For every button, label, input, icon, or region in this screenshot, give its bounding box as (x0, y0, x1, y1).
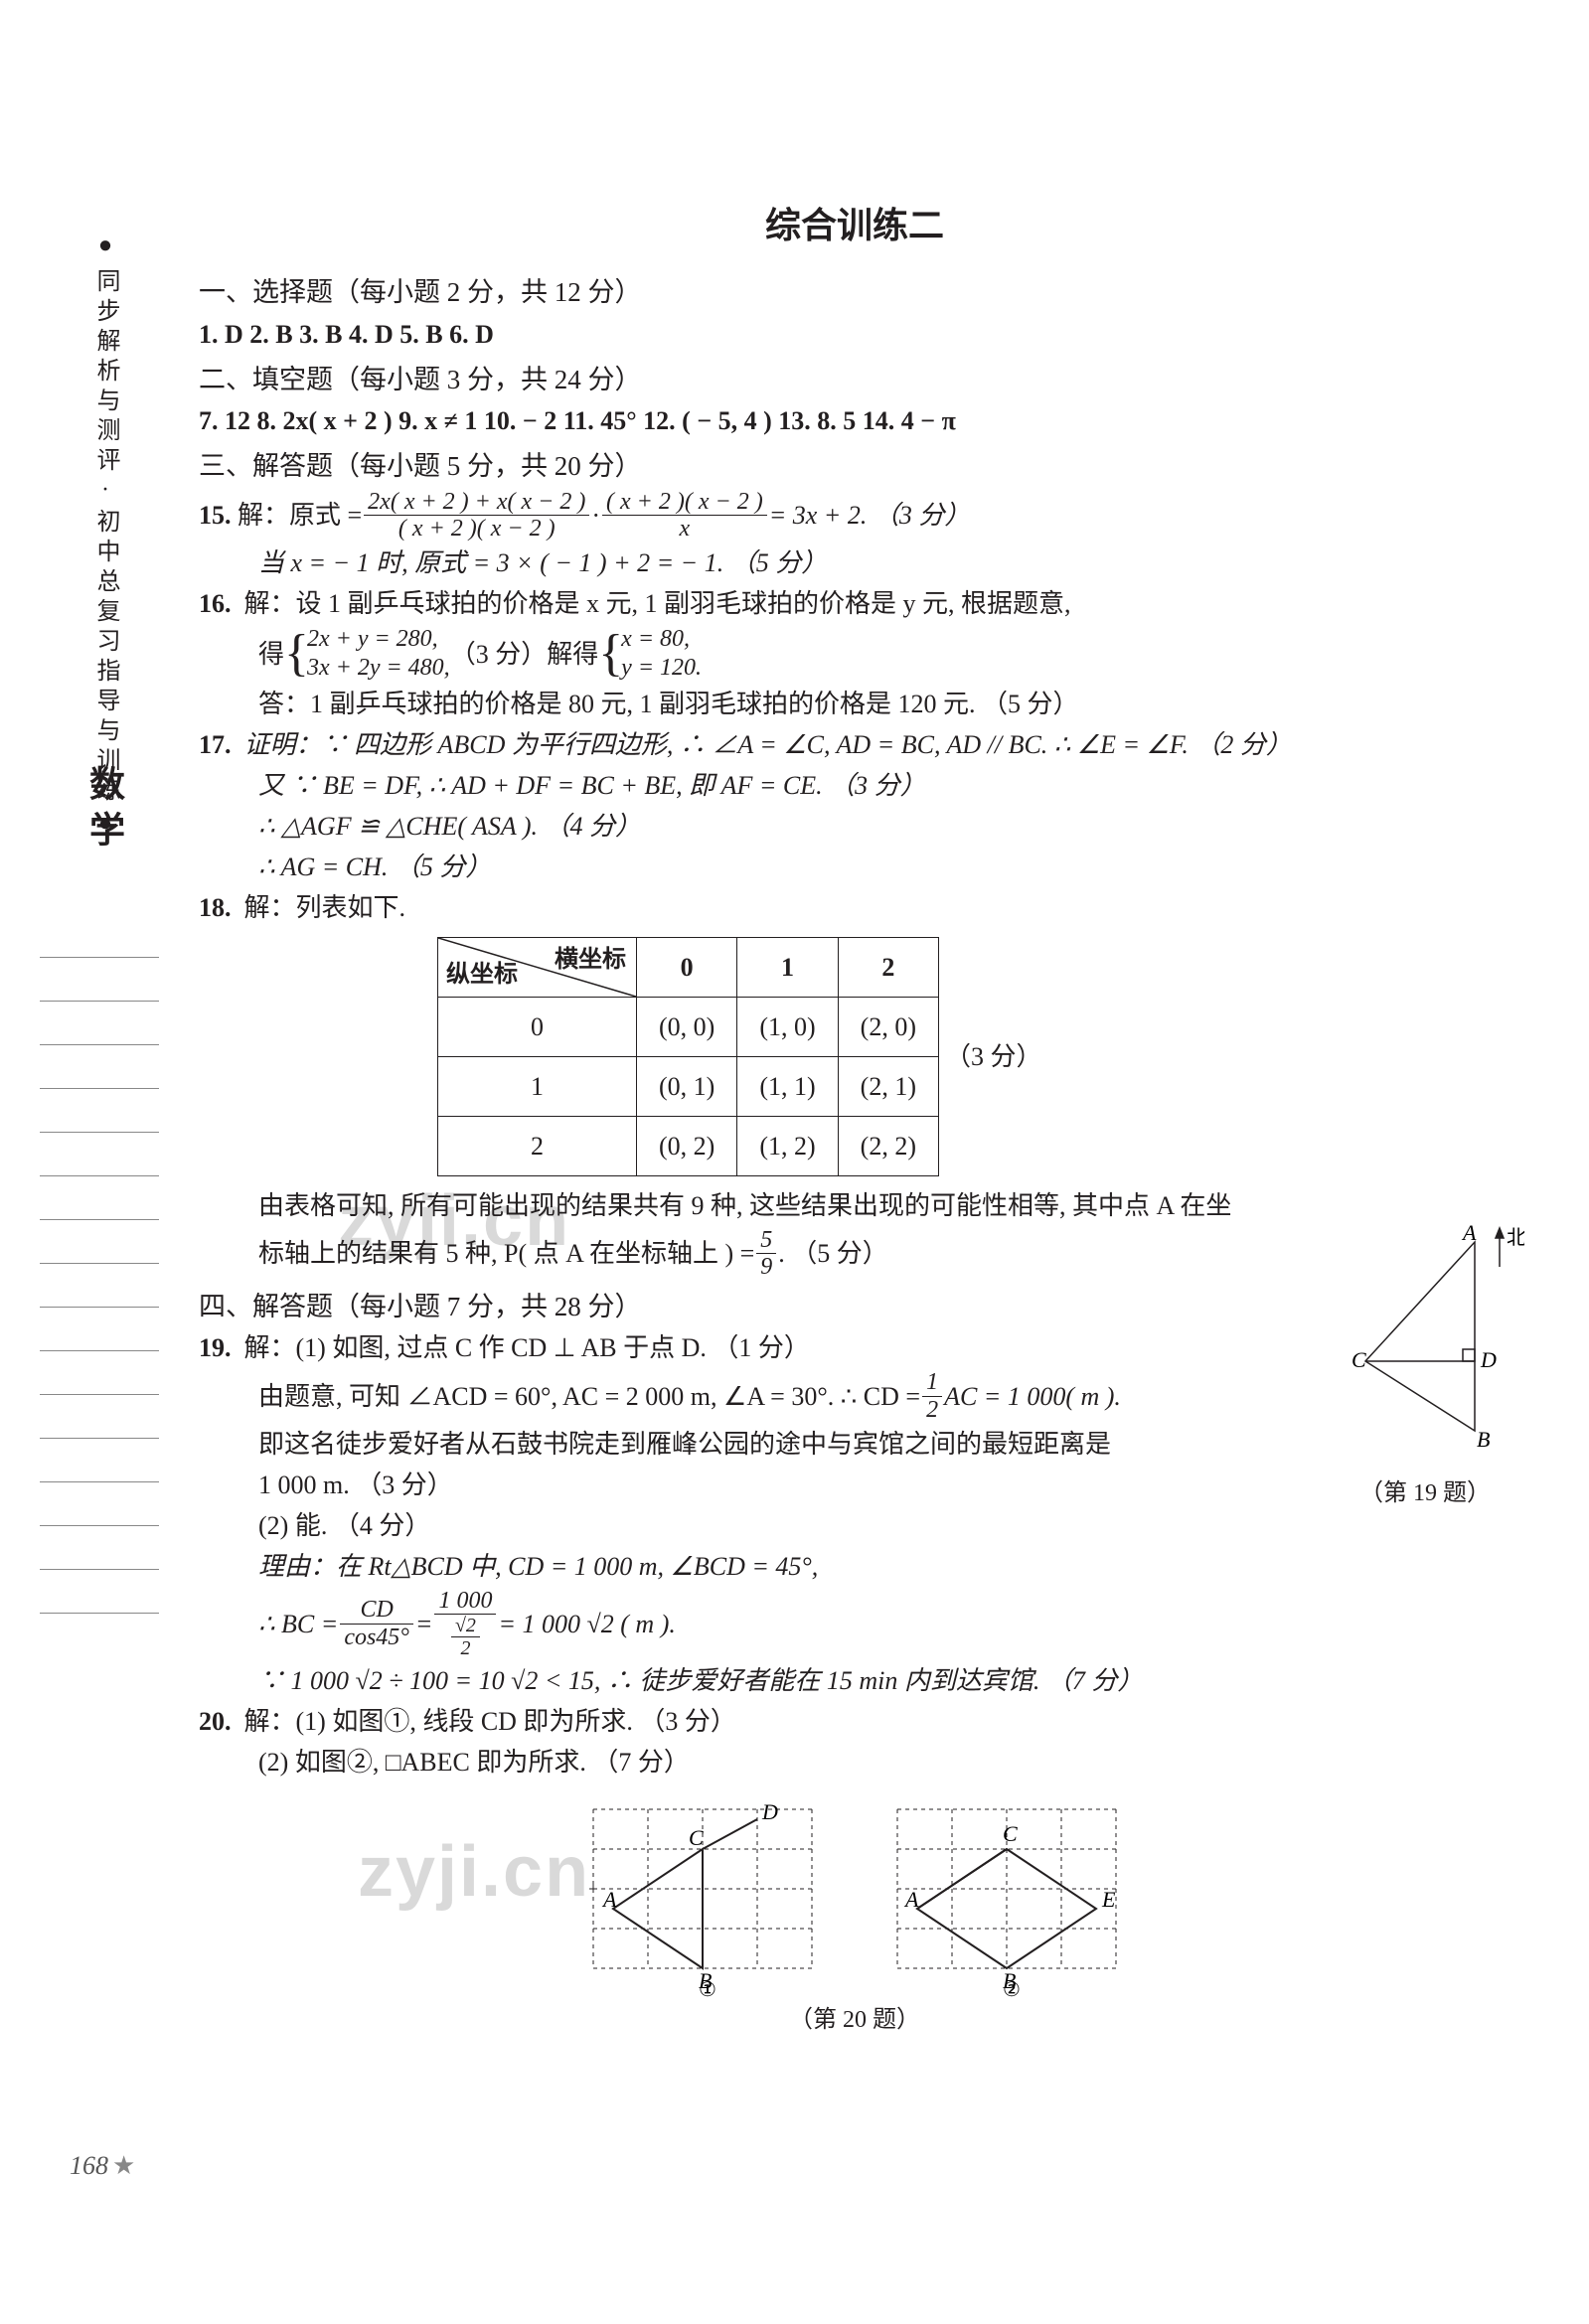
q19-line4: (2) 能. （4 分） (199, 1506, 1510, 1545)
q18-table: 横坐标 纵坐标 0 1 2 0 (0, 0) (1, 0) (2, 0) 1 (… (437, 937, 939, 1176)
q19-line2: 由题意, 可知 ∠ACD = 60°, AC = 2 000 m, ∠A = 3… (199, 1369, 1510, 1423)
page-star-icon: ★ (112, 2151, 135, 2180)
figure-19-caption: （第 19 题） (1321, 1475, 1529, 1511)
q19-bc-frac1: CD cos45° (340, 1597, 413, 1650)
svg-text:B: B (1477, 1427, 1490, 1452)
q17-line4: ∴ AG = CH. （5 分） (199, 848, 1510, 886)
q15-frac1: 2x( x + 2 ) + x( x − 2 ) ( x + 2 )( x − … (364, 489, 589, 542)
brace-icon: { (284, 631, 309, 678)
section-3-head: 三、解答题（每小题 5 分，共 20 分） (199, 446, 1510, 487)
q15-line2: 当 x = − 1 时, 原式 = 3 × ( − 1 ) + 2 = − 1.… (199, 543, 1510, 582)
q20-number: 20. (199, 1707, 232, 1736)
side-book-title: ●同步解析与测评·初中总复习指导与训练● (87, 229, 123, 847)
svg-text:D: D (761, 1799, 778, 1824)
table-score: （3 分） (945, 1037, 1042, 1076)
page-title: 综合训练二 (457, 199, 1252, 252)
figure-19-svg: A 北 C D B (1326, 1222, 1524, 1461)
col-0: 0 (637, 937, 737, 997)
q16-system2: x = 80, y = 120. (621, 625, 702, 683)
q16-line2: 得 { 2x + y = 280, 3x + 2y = 480, （3 分）解得… (199, 625, 1510, 683)
svg-text:A: A (903, 1887, 919, 1912)
q17-number: 17. (199, 730, 232, 759)
col-1: 1 (737, 937, 838, 997)
section-1-answers: 1. D 2. B 3. B 4. D 5. B 6. D (199, 315, 1510, 354)
figure-20: A B C D ① A B C E ② (199, 1789, 1510, 2038)
side-title-text: 同步解析与测评·初中总复习指导与训练 (92, 268, 118, 807)
q15-dot: · (591, 496, 600, 535)
q18-line2b: 标轴上的结果有 5 种, P( 点 A 在坐标轴上 ) = 5 9 . （5 分… (199, 1227, 1510, 1281)
svg-text:A: A (1461, 1222, 1477, 1245)
svg-text:A: A (601, 1887, 617, 1912)
q18-line1: 18. 解：列表如下. (199, 888, 1510, 927)
section-2-answers: 7. 12 8. 2x( x + 2 ) 9. x ≠ 1 10. − 2 11… (199, 401, 1510, 440)
q16-system1: 2x + y = 280, 3x + 2y = 480, (307, 625, 450, 683)
brace-icon-2: { (598, 631, 623, 678)
svg-text:北: 北 (1507, 1226, 1524, 1249)
svg-text:C: C (1003, 1821, 1018, 1846)
col-2: 2 (838, 937, 938, 997)
svg-text:E: E (1101, 1887, 1116, 1912)
q19-number: 19. (199, 1333, 232, 1362)
page-number-text: 168 (70, 2151, 108, 2180)
svg-text:②: ② (1003, 1979, 1021, 1998)
q17-line2: 又 ∵ BE = DF, ∴ AD + DF = BC + BE, 即 AF =… (199, 766, 1510, 805)
q15-post: = 3x + 2. （3 分） (769, 496, 971, 535)
figure-20-2: A B C E ② (877, 1789, 1136, 1998)
svg-text:①: ① (699, 1979, 716, 1998)
q18-line2a: 由表格可知, 所有可能出现的结果共有 9 种, 这些结果出现的可能性相等, 其中… (199, 1186, 1510, 1225)
table-row: 0 (0, 0) (1, 0) (2, 0) (438, 997, 939, 1056)
q20-line1: 20. 解：(1) 如图①, 线段 CD 即为所求. （3 分） (199, 1702, 1510, 1741)
mc-answers: 1. D 2. B 3. B 4. D 5. B 6. D (199, 320, 494, 349)
q17-line1: 17. 证明：∵ 四边形 ABCD 为平行四边形, ∴ ∠A = ∠C, AD … (199, 725, 1510, 764)
q19-line3b: 1 000 m. （3 分） (199, 1466, 1510, 1504)
q19-line7: ∵ 1 000 √2 ÷ 100 = 10 √2 < 15, ∴ 徒步爱好者能在… (199, 1661, 1510, 1700)
side-subject: 数学 (78, 765, 131, 856)
q15-frac2: ( x + 2 )( x − 2 ) x (602, 489, 767, 542)
q17-line3: ∴ △AGF ≌ △CHE( ASA ). （4 分） (199, 807, 1510, 846)
fill-answers: 7. 12 8. 2x( x + 2 ) 9. x ≠ 1 10. − 2 11… (199, 406, 956, 435)
page-number: 168★ (70, 2146, 135, 2185)
q19-half-frac: 1 2 (922, 1369, 942, 1423)
q19-line1: 19. 解：(1) 如图, 过点 C 作 CD ⊥ AB 于点 D. （1 分） (199, 1328, 1510, 1367)
svg-text:D: D (1480, 1347, 1497, 1372)
q15-line1: 15. 解：原式 = 2x( x + 2 ) + x( x − 2 ) ( x … (199, 489, 1510, 542)
diag-header: 横坐标 纵坐标 (438, 937, 637, 997)
q15-number: 15. (199, 496, 232, 535)
q16-line1: 16. 解：设 1 副乒乓球拍的价格是 x 元, 1 副羽毛球拍的价格是 y 元… (199, 584, 1510, 623)
svg-text:C: C (1351, 1347, 1366, 1372)
section-1-head: 一、选择题（每小题 2 分，共 12 分） (199, 272, 1510, 313)
svg-text:C: C (689, 1825, 704, 1850)
section-2-head: 二、填空题（每小题 3 分，共 24 分） (199, 360, 1510, 400)
q15-pre: 解：原式 = (238, 496, 362, 535)
figure-20-1: A B C D ① (573, 1789, 832, 1998)
q19-line3: 即这名徒步爱好者从石鼓书院走到雁峰公园的途中与宾馆之间的最短距离是 (199, 1425, 1510, 1464)
page-content: 综合训练二 一、选择题（每小题 2 分，共 12 分） 1. D 2. B 3.… (199, 199, 1510, 2038)
q16-line3: 答：1 副乒乓球拍的价格是 80 元, 1 副羽毛球拍的价格是 120 元. （… (199, 685, 1510, 723)
table-row: 1 (0, 1) (1, 1) (2, 1) (438, 1056, 939, 1116)
q18-number: 18. (199, 893, 232, 922)
q20-line2: (2) 如图②, □ABEC 即为所求. （7 分） (199, 1743, 1510, 1782)
q18-frac: 5 9 (756, 1227, 776, 1281)
q19-line6: ∴ BC = CD cos45° = 1 000 √2 2 = 1 000 √2… (199, 1588, 1510, 1659)
table-header-row: 横坐标 纵坐标 0 1 2 (438, 937, 939, 997)
table-row: 2 (0, 2) (1, 2) (2, 2) (438, 1116, 939, 1175)
q19-line5: 理由：在 Rt△BCD 中, CD = 1 000 m, ∠BCD = 45°, (199, 1547, 1510, 1586)
q16-number: 16. (199, 589, 232, 618)
margin-rules (40, 914, 159, 1614)
figure-20-caption: （第 20 题） (199, 2002, 1510, 2038)
q19-bc-frac2: 1 000 √2 2 (434, 1588, 496, 1659)
figure-19: A 北 C D B （第 19 题） (1321, 1222, 1529, 1511)
section-4-head: 四、解答题（每小题 7 分，共 28 分） (199, 1287, 1510, 1327)
